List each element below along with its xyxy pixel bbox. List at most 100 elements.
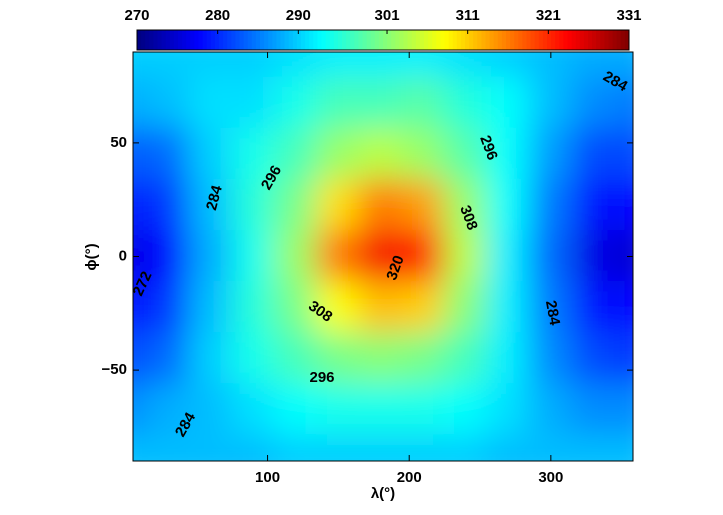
field-cell — [486, 178, 531, 232]
colorbar-step — [251, 30, 257, 50]
field-cell — [443, 127, 489, 181]
y-tick-label: −50 — [102, 361, 127, 378]
field-cell — [231, 383, 276, 437]
field-cell — [486, 434, 531, 461]
field-cell — [133, 178, 149, 232]
field-cell — [571, 383, 616, 437]
contour-label: 284 — [203, 183, 226, 212]
colorbar-step — [337, 30, 343, 50]
field-cell — [358, 229, 404, 284]
colorbar-step — [588, 30, 593, 50]
colorbar-step — [440, 30, 445, 50]
field-cell — [401, 281, 446, 335]
colorbar-step — [190, 30, 195, 50]
field-cell — [358, 332, 404, 386]
field-cell — [133, 76, 149, 130]
colorbar-step — [362, 30, 368, 50]
colorbar-step — [428, 30, 433, 50]
field-cell — [146, 127, 191, 181]
colorbar-step — [301, 30, 306, 50]
field-cell — [231, 434, 276, 461]
colorbar-step — [272, 30, 277, 50]
colorbar-step — [366, 30, 372, 50]
colorbar-step — [383, 30, 388, 50]
colorbar-step — [456, 30, 462, 50]
x-axis-label: λ(°) — [371, 485, 395, 502]
field-cell — [443, 76, 489, 130]
colorbar-step — [620, 30, 626, 50]
field-cell — [443, 281, 489, 335]
y-axis-label: ϕ(°) — [83, 243, 100, 270]
field-cell — [486, 127, 531, 181]
field-cell — [231, 76, 276, 130]
field-cell — [486, 76, 531, 130]
field-cell — [133, 127, 149, 181]
field-cell — [401, 383, 446, 437]
field-cell — [273, 178, 319, 232]
colorbar-step — [596, 30, 601, 50]
field-cell — [613, 76, 633, 130]
field-cell — [231, 229, 276, 284]
field-cell — [571, 229, 616, 284]
colorbar-step — [214, 30, 220, 50]
field-cell — [316, 281, 361, 335]
field-cell — [316, 332, 361, 386]
colorbar-step — [395, 30, 400, 50]
colorbar-step — [534, 30, 540, 50]
colorbar-step — [247, 30, 253, 50]
field-cell — [133, 281, 149, 335]
field-cell — [188, 229, 234, 284]
colorbar-step — [477, 30, 482, 50]
field-cell — [188, 383, 234, 437]
field-cell — [358, 281, 404, 335]
field-cell — [486, 229, 531, 284]
colorbar-step — [210, 30, 216, 50]
field-cell — [613, 434, 633, 461]
colorbar-step — [342, 30, 347, 50]
field-cell — [443, 434, 489, 461]
colorbar-step — [600, 30, 605, 50]
colorbar-step — [239, 30, 245, 50]
field-cell — [401, 52, 446, 79]
field-cell — [486, 332, 531, 386]
field-cell — [443, 229, 489, 284]
field-cell — [528, 332, 574, 386]
field-cell — [188, 76, 234, 130]
colorbar-step — [378, 30, 384, 50]
colorbar-step — [317, 30, 322, 50]
field-cell — [146, 52, 191, 79]
colorbar-step — [411, 30, 417, 50]
field-cell — [571, 281, 616, 335]
colorbar-step — [501, 30, 507, 50]
colorbar-step — [321, 30, 327, 50]
field-cell — [316, 127, 361, 181]
field-cell — [401, 229, 446, 284]
field-cell — [528, 76, 574, 130]
colorbar-step — [415, 30, 421, 50]
colorbar-step — [260, 30, 265, 50]
colorbar-step — [288, 30, 294, 50]
field-cell — [486, 383, 531, 437]
x-tick-label: 200 — [397, 469, 422, 486]
field-cell — [613, 229, 633, 284]
field-cell — [571, 434, 616, 461]
field-cell — [231, 178, 276, 232]
colorbar-step — [518, 30, 523, 50]
field-cell — [443, 332, 489, 386]
contour-label: 284 — [542, 299, 563, 327]
field-cell — [316, 383, 361, 437]
colorbar-step — [616, 30, 622, 50]
field-cell — [133, 434, 149, 461]
colorbar-step — [198, 30, 204, 50]
field-cell — [528, 383, 574, 437]
field-cell — [443, 178, 489, 232]
field-cell — [528, 127, 574, 181]
field-cell — [571, 178, 616, 232]
colorbar-step — [219, 30, 224, 50]
field-cell — [231, 332, 276, 386]
field-cell — [188, 332, 234, 386]
field-cell — [358, 76, 404, 130]
field-cell — [231, 281, 276, 335]
colorbar-step — [530, 30, 536, 50]
colorbar-step — [227, 30, 232, 50]
